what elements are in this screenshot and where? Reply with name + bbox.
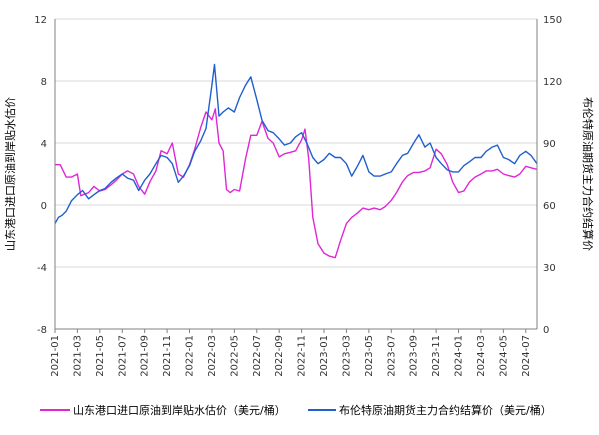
left-tick-label: 12 (34, 15, 47, 26)
series-line-brent (54, 63, 538, 224)
x-tick-label: 2022-09 (274, 335, 285, 377)
x-axis-ticks: 2021-01 2021-03 2021-05 2021-07 2021-09 2021-… (50, 329, 532, 377)
right-tick-label: 150 (543, 15, 562, 26)
legend: 山东港口进口原油到岸贴水估价（美元/桶） 布伦特原油期货主力合约结算价（美元/桶… (40, 403, 552, 417)
left-tick-label: 8 (41, 77, 47, 88)
x-tick-label: 2024-01 (454, 335, 465, 377)
legend-label-brent: 布伦特原油期货主力合约结算价（美元/桶） (339, 403, 552, 417)
x-tick-label: 2023-09 (409, 335, 420, 377)
left-axis-title: 山东港口进口原油到岸贴水估价 (3, 97, 17, 251)
x-tick-label: 2022-01 (185, 335, 196, 377)
right-tick-label: 0 (543, 325, 549, 336)
left-axis-ticks: 12 8 4 0 -4 -8 (34, 15, 47, 336)
x-tick-label: 2022-03 (207, 335, 218, 377)
x-tick-label: 2023-11 (431, 335, 442, 377)
right-tick-label: 60 (543, 201, 556, 212)
x-tick-label: 2024-07 (521, 335, 532, 377)
x-tick-label: 2021-01 (50, 335, 61, 377)
x-tick-label: 2022-05 (229, 335, 240, 377)
right-axis-ticks: 150 120 90 60 30 0 (543, 15, 562, 336)
x-tick-label: 2021-03 (72, 335, 83, 377)
left-tick-label: -4 (37, 263, 47, 274)
right-axis-title: 布伦特原油期货主力合约结算价 (581, 97, 595, 251)
x-tick-label: 2021-09 (140, 335, 151, 377)
x-tick-label: 2022-07 (252, 335, 263, 377)
x-tick-label: 2023-03 (341, 335, 352, 377)
gridlines (55, 18, 537, 268)
series-layer (54, 63, 538, 259)
right-tick-label: 120 (543, 77, 562, 88)
left-tick-label: 0 (41, 201, 47, 212)
x-tick-label: 2023-01 (319, 335, 330, 377)
right-tick-label: 90 (543, 139, 556, 150)
x-tick-label: 2021-05 (95, 335, 106, 377)
x-tick-label: 2024-05 (498, 335, 509, 377)
x-tick-label: 2023-05 (364, 335, 375, 377)
legend-label-discount: 山东港口进口原油到岸贴水估价（美元/桶） (73, 403, 286, 417)
right-tick-label: 30 (543, 263, 556, 274)
x-tick-label: 2022-11 (297, 335, 308, 377)
x-tick-label: 2021-07 (117, 335, 128, 377)
x-tick-label: 2023-07 (386, 335, 397, 377)
series-line-discount (55, 108, 538, 259)
x-tick-label: 2021-11 (162, 335, 173, 377)
left-tick-label: 4 (41, 139, 47, 150)
x-tick-label: 2024-03 (476, 335, 487, 377)
left-tick-label: -8 (37, 325, 47, 336)
